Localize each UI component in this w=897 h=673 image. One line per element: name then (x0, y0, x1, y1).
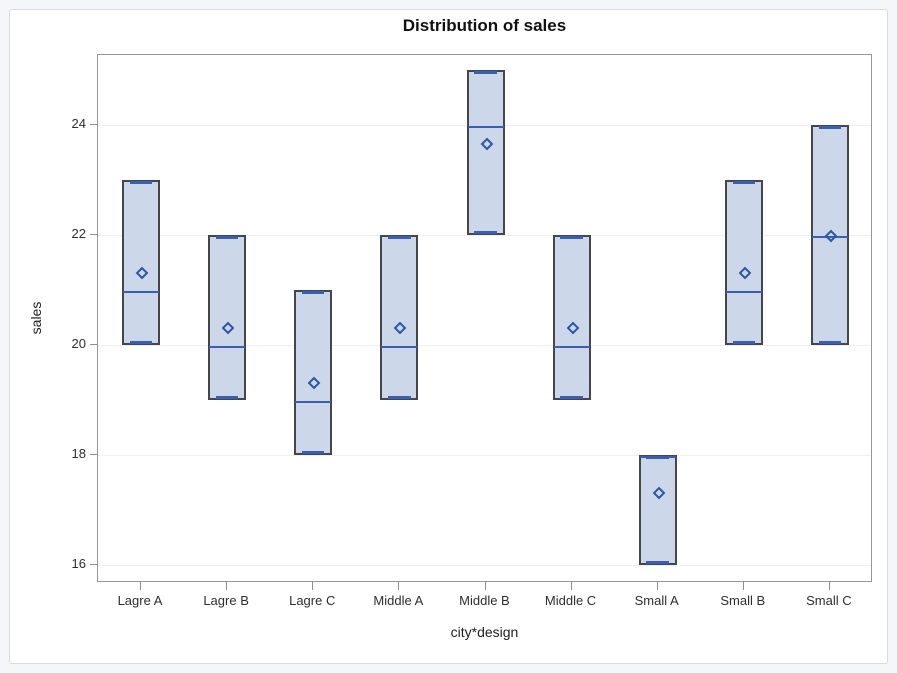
median-line (295, 401, 332, 403)
median-line (725, 291, 762, 293)
box-middle-c (552, 235, 591, 400)
whisker-cap-max (388, 236, 411, 239)
whisker-cap-max (129, 181, 153, 184)
whisker-cap-min (732, 341, 756, 344)
whisker-cap-min (302, 451, 325, 454)
box-middle-b (466, 70, 505, 235)
x-tick-label-lagre-a: Lagre A (117, 593, 163, 608)
box-lagre-a (122, 180, 161, 345)
mean-marker-diamond (824, 229, 838, 243)
plot-area (97, 54, 872, 582)
y-tick-label: 16 (71, 556, 86, 571)
whisker-cap-min (646, 561, 669, 564)
mean-marker-diamond (652, 486, 666, 500)
median-line (811, 236, 848, 238)
whisker-cap-min (129, 341, 153, 344)
x-tick-label-lagre-b: Lagre B (203, 593, 249, 608)
gridline-y-22 (98, 235, 871, 236)
median-line (381, 346, 418, 348)
mean-marker-diamond (566, 321, 579, 335)
y-tick-label: 24 (71, 116, 86, 131)
median-line (209, 346, 246, 348)
x-tick-mark (484, 582, 486, 590)
gridline-y-20 (98, 345, 871, 346)
x-tick-mark (828, 582, 830, 590)
mean-marker-diamond (221, 321, 235, 335)
x-tick-label-lagre-c: Lagre C (289, 593, 336, 608)
x-tick-mark (742, 582, 744, 590)
y-tick-mark (90, 234, 97, 235)
x-tick-label-small-a: Small A (634, 593, 679, 608)
x-tick-mark (226, 582, 228, 590)
gridline-y-18 (98, 455, 871, 456)
whisker-cap-max (215, 236, 239, 239)
mean-marker-diamond (480, 137, 493, 151)
x-tick-mark (656, 582, 658, 590)
median-line (553, 346, 590, 348)
box-small-a (638, 455, 677, 565)
whisker-cap-min (560, 396, 583, 399)
y-tick-label: 18 (71, 446, 86, 461)
y-axis-title: sales (28, 301, 44, 335)
whisker-cap-max (474, 71, 497, 74)
y-tick-label: 22 (71, 226, 86, 241)
x-tick-mark (140, 582, 142, 590)
box-lagre-b (208, 235, 247, 400)
whisker-cap-max (732, 181, 756, 184)
whisker-cap-min (388, 396, 411, 399)
median-line (467, 126, 504, 128)
median-line (123, 291, 160, 293)
mean-marker-diamond (394, 321, 407, 335)
x-axis-title: city*design (450, 624, 519, 640)
x-tick-mark (570, 582, 572, 590)
box-lagre-c (294, 290, 333, 455)
x-tick-label-middle-c: Middle C (544, 593, 597, 608)
y-tick-mark (90, 344, 97, 345)
y-tick-mark (90, 124, 97, 125)
mean-marker-diamond (135, 266, 149, 280)
y-tick-mark (90, 564, 97, 565)
whisker-cap-max (818, 126, 842, 129)
gridline-y-16 (98, 565, 871, 566)
x-tick-label-middle-b: Middle B (459, 593, 510, 608)
box-middle-a (380, 235, 419, 400)
median-line (639, 456, 676, 458)
whisker-cap-max (560, 236, 583, 239)
x-tick-mark (398, 582, 400, 590)
x-tick-mark (312, 582, 314, 590)
mean-marker-diamond (738, 266, 752, 280)
box-small-c (810, 125, 849, 345)
whisker-cap-max (302, 291, 325, 294)
x-tick-label-small-c: Small C (806, 593, 852, 608)
x-tick-label-small-b: Small B (720, 593, 766, 608)
whisker-cap-min (818, 341, 842, 344)
y-tick-label: 20 (71, 336, 86, 351)
whisker-cap-min (474, 231, 497, 234)
box-small-b (724, 180, 763, 345)
mean-marker-diamond (307, 376, 321, 390)
x-tick-label-middle-a: Middle A (373, 593, 424, 608)
chart-title: Distribution of sales (402, 16, 567, 35)
y-tick-mark (90, 454, 97, 455)
whisker-cap-min (215, 396, 239, 399)
